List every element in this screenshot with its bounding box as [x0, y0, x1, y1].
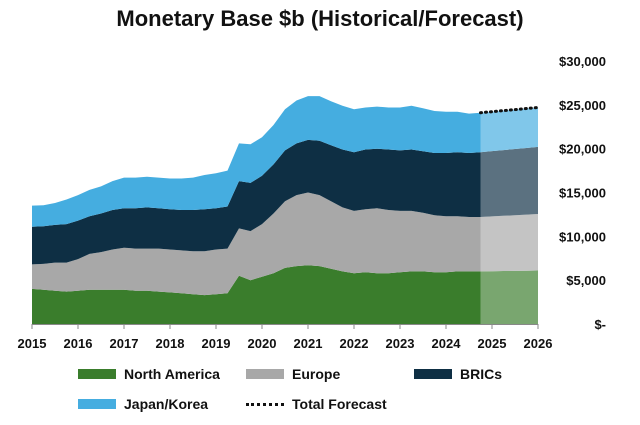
legend-label: North America: [124, 366, 220, 382]
legend-swatch-japan-korea: [78, 399, 116, 409]
y-axis: $- $5,000 $10,000 $15,000 $20,000 $25,000 $30,…: [559, 54, 606, 332]
legend-total-forecast: Total Forecast: [246, 396, 387, 412]
legend: North America Europe BRICs Japan/Korea T…: [78, 366, 598, 420]
forecast-shade: [480, 60, 538, 324]
chart-title: Monetary Base $b (Historical/Forecast): [116, 6, 524, 31]
y-tick-label: $5,000: [566, 273, 606, 288]
chart-area: 2015 2016 2017 2018 2019 2020 2021 2022 2023 2024…: [18, 54, 606, 351]
y-tick-label: $20,000: [559, 142, 606, 157]
legend-swatch-total-forecast: [246, 402, 284, 406]
x-tick-label: 2016: [64, 336, 93, 351]
legend-label: Japan/Korea: [124, 396, 209, 412]
x-tick-label: 2018: [156, 336, 185, 351]
y-tick-label: $10,000: [559, 229, 606, 244]
x-tick-label: 2021: [294, 336, 323, 351]
legend-swatch-north-america: [78, 369, 116, 379]
legend-label: BRICs: [460, 366, 503, 382]
x-tick-label: 2023: [386, 336, 415, 351]
stacked-areas: [32, 96, 538, 324]
x-tick-label: 2025: [478, 336, 507, 351]
x-tick-label: 2020: [248, 336, 277, 351]
area-north-america: [32, 265, 538, 324]
legend-swatch-brics: [414, 369, 452, 379]
total-forecast-line: [479, 106, 540, 115]
y-tick-label: $25,000: [559, 98, 606, 113]
y-tick-label: $-: [594, 317, 606, 332]
x-tick-label: 2017: [110, 336, 139, 351]
area-brics: [32, 139, 538, 265]
x-tick-label: 2019: [202, 336, 231, 351]
total-forecast-series: [479, 106, 540, 115]
legend-europe: Europe: [246, 366, 340, 382]
y-tick-label: $30,000: [559, 54, 606, 69]
legend-north-america: North America: [78, 366, 220, 382]
x-tick-label: 2026: [524, 336, 553, 351]
legend-label: Total Forecast: [292, 396, 387, 412]
y-tick-label: $15,000: [559, 186, 606, 201]
x-tick-label: 2022: [340, 336, 369, 351]
forecast-overlay: [480, 60, 538, 324]
legend-label: Europe: [292, 366, 341, 382]
x-tick-label: 2015: [18, 336, 47, 351]
x-tick-label: 2024: [432, 336, 462, 351]
legend-brics: BRICs: [414, 366, 502, 382]
area-europe: [32, 192, 538, 296]
area-japan-korea: [32, 96, 538, 227]
x-axis: 2015 2016 2017 2018 2019 2020 2021 2022 2023 2024…: [18, 324, 553, 351]
legend-swatch-europe: [246, 369, 284, 379]
legend-japan-korea: Japan/Korea: [78, 396, 208, 412]
